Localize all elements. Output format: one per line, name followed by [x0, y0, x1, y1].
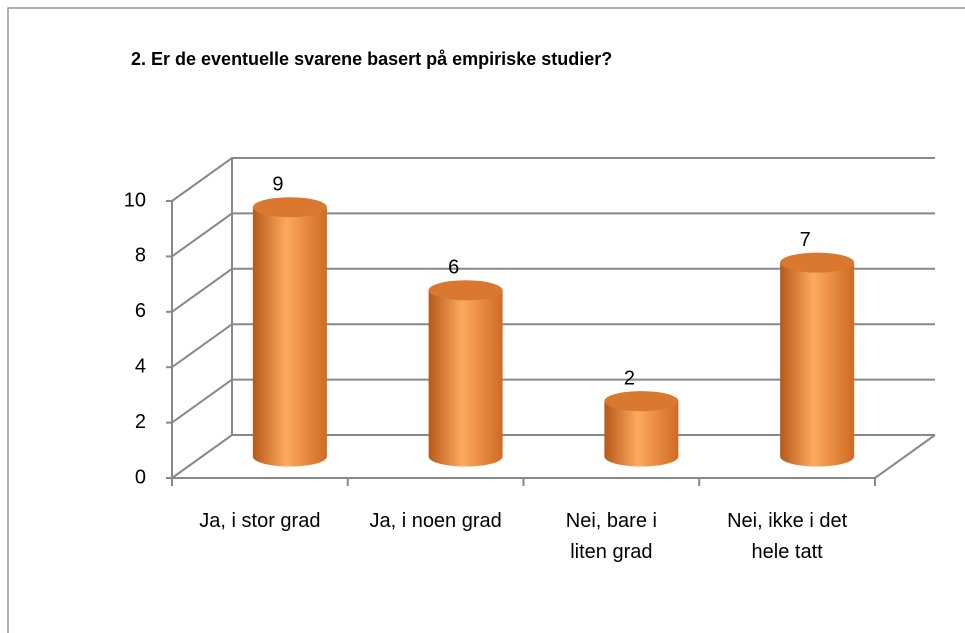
value-label: 9	[272, 173, 283, 195]
value-label: 7	[800, 229, 811, 251]
chart-title: 2. Er de eventuelle svarene basert på em…	[131, 49, 612, 69]
grid-line	[171, 212, 935, 258]
grid-line	[171, 267, 935, 313]
bar-body	[780, 262, 855, 467]
x-tick-label: Nei, ikke i det hele tatt	[727, 510, 847, 563]
value-label: 6	[448, 257, 459, 279]
bar-top	[428, 280, 503, 301]
y-tick-label: 6	[135, 300, 146, 322]
bar	[780, 252, 855, 467]
y-tick-label: 0	[135, 466, 146, 488]
bar	[428, 280, 503, 467]
bar-body	[252, 207, 327, 467]
bar-top	[252, 197, 327, 218]
bar-top	[780, 252, 855, 273]
grid-line	[171, 378, 935, 424]
x-tick-label: Ja, i stor grad	[199, 510, 320, 532]
y-tick-label: 8	[135, 245, 146, 267]
x-tick-label: Ja, i noen grad	[369, 510, 501, 532]
bar	[252, 197, 327, 467]
bar-body	[428, 290, 503, 467]
grid-line	[171, 434, 935, 479]
bar-top	[604, 391, 679, 412]
y-tick-label: 4	[135, 355, 146, 377]
chart-frame	[7, 7, 965, 633]
bar	[604, 391, 679, 467]
value-label: 2	[624, 367, 635, 389]
bar-body	[604, 401, 679, 467]
grid-line	[171, 323, 935, 369]
y-tick-label: 10	[124, 189, 146, 211]
grid-line	[171, 157, 935, 202]
floor-edge	[874, 434, 936, 479]
x-tick-label: Nei, bare i liten grad	[566, 510, 657, 563]
y-tick-label: 2	[135, 411, 146, 433]
